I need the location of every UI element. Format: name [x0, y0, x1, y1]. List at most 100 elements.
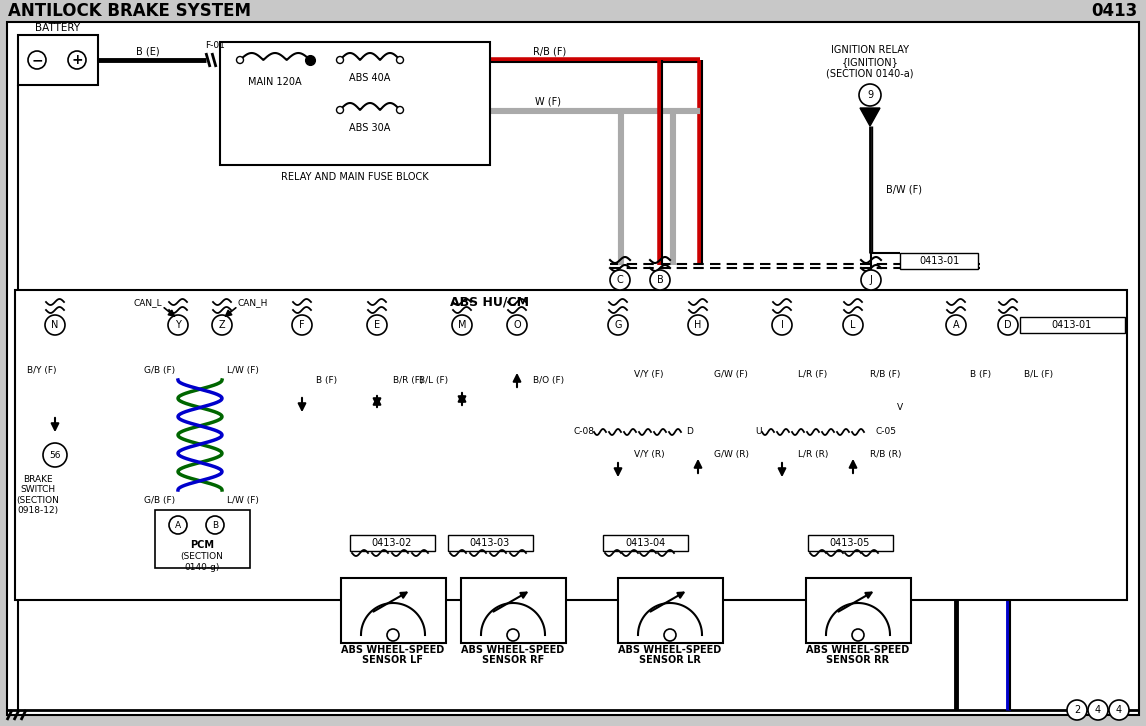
Circle shape: [236, 57, 243, 63]
Circle shape: [843, 315, 863, 335]
Text: 9: 9: [866, 90, 873, 100]
Text: (SECTION: (SECTION: [181, 552, 223, 561]
Text: B: B: [212, 521, 218, 529]
Text: 0413-04: 0413-04: [625, 538, 665, 548]
Circle shape: [860, 84, 881, 106]
Text: PCM: PCM: [190, 540, 214, 550]
Text: A: A: [175, 521, 181, 529]
Text: G/B (F): G/B (F): [144, 365, 175, 375]
Text: G/B (F): G/B (F): [144, 496, 175, 505]
Text: M: M: [457, 320, 466, 330]
Circle shape: [168, 315, 188, 335]
Text: (SECTION 0140-a): (SECTION 0140-a): [826, 69, 913, 79]
Circle shape: [337, 57, 344, 63]
Bar: [618, 578, 722, 643]
Text: 0413-03: 0413-03: [470, 538, 510, 548]
Circle shape: [367, 315, 387, 335]
Text: L: L: [850, 320, 856, 330]
Circle shape: [292, 315, 312, 335]
Text: D: D: [686, 428, 693, 436]
Text: Z: Z: [219, 320, 226, 330]
Text: ABS 40A: ABS 40A: [350, 73, 391, 83]
Text: RELAY AND MAIN FUSE BLOCK: RELAY AND MAIN FUSE BLOCK: [281, 172, 429, 182]
Text: SWITCH: SWITCH: [21, 486, 55, 494]
Text: BATTERY: BATTERY: [36, 23, 80, 33]
Circle shape: [610, 270, 630, 290]
Text: {IGNITION}: {IGNITION}: [841, 57, 898, 67]
Text: L/W (F): L/W (F): [227, 496, 259, 505]
Circle shape: [851, 629, 864, 641]
Circle shape: [688, 315, 708, 335]
Text: (SECTION: (SECTION: [16, 496, 60, 505]
Text: SENSOR LF: SENSOR LF: [362, 655, 424, 665]
Circle shape: [998, 315, 1018, 335]
Text: SENSOR RF: SENSOR RF: [481, 655, 544, 665]
Text: B (F): B (F): [970, 370, 991, 380]
Circle shape: [387, 629, 399, 641]
Bar: [18, 35, 99, 85]
Text: −: −: [31, 53, 42, 67]
Text: B/L (F): B/L (F): [1025, 370, 1053, 380]
Text: +: +: [71, 53, 83, 67]
Text: BRAKE: BRAKE: [23, 476, 53, 484]
Text: C-08: C-08: [574, 428, 595, 436]
Polygon shape: [860, 108, 880, 126]
Text: H: H: [694, 320, 701, 330]
Text: R/B (F): R/B (F): [870, 370, 901, 380]
Text: N: N: [52, 320, 58, 330]
Circle shape: [397, 107, 403, 113]
Circle shape: [206, 516, 223, 534]
Text: F-01: F-01: [205, 41, 225, 49]
Circle shape: [1067, 700, 1088, 720]
Text: V: V: [897, 404, 903, 412]
Text: B/O (F): B/O (F): [533, 375, 564, 385]
Text: B/W (F): B/W (F): [886, 185, 923, 195]
Text: L/R (R): L/R (R): [798, 451, 829, 460]
Bar: [0, 0, 1146, 22]
Circle shape: [664, 629, 676, 641]
Text: CAN_L: CAN_L: [134, 298, 163, 308]
Bar: [340, 578, 446, 643]
Text: ANTILOCK BRAKE SYSTEM: ANTILOCK BRAKE SYSTEM: [8, 2, 251, 20]
Text: V/Y (F): V/Y (F): [634, 370, 664, 380]
Text: G: G: [614, 320, 622, 330]
Text: SENSOR LR: SENSOR LR: [639, 655, 701, 665]
Text: SENSOR RR: SENSOR RR: [826, 655, 889, 665]
Circle shape: [212, 315, 231, 335]
Circle shape: [772, 315, 792, 335]
Text: 2: 2: [1074, 705, 1081, 715]
Text: G/W (R): G/W (R): [714, 451, 749, 460]
Bar: [350, 535, 435, 551]
Circle shape: [68, 51, 86, 69]
Text: IGNITION RELAY: IGNITION RELAY: [831, 45, 909, 55]
Text: B/R (F): B/R (F): [393, 375, 423, 385]
Text: MAIN 120A: MAIN 120A: [249, 77, 301, 87]
Text: ABS WHEEL-SPEED: ABS WHEEL-SPEED: [807, 645, 910, 655]
Circle shape: [28, 51, 46, 69]
Text: 0413-02: 0413-02: [371, 538, 413, 548]
Text: F: F: [299, 320, 305, 330]
Text: ABS HU/CM: ABS HU/CM: [450, 295, 529, 309]
Text: L/W (F): L/W (F): [227, 365, 259, 375]
Circle shape: [609, 315, 628, 335]
Circle shape: [1109, 700, 1129, 720]
Text: I: I: [780, 320, 784, 330]
Circle shape: [337, 107, 344, 113]
Text: L/R (F): L/R (F): [798, 370, 827, 380]
Bar: [806, 578, 911, 643]
Circle shape: [45, 315, 65, 335]
Bar: [808, 535, 893, 551]
Text: 4: 4: [1116, 705, 1122, 715]
Text: B (E): B (E): [136, 47, 159, 57]
Bar: [15, 290, 1127, 600]
Text: R/B (R): R/B (R): [870, 451, 902, 460]
Text: D: D: [1004, 320, 1012, 330]
Circle shape: [507, 315, 527, 335]
Text: W (F): W (F): [535, 96, 562, 106]
Text: 56: 56: [49, 451, 61, 460]
Text: 0140-g): 0140-g): [185, 563, 220, 571]
Circle shape: [452, 315, 472, 335]
Bar: [461, 578, 565, 643]
Bar: [900, 253, 978, 269]
Text: 0413: 0413: [1092, 2, 1138, 20]
